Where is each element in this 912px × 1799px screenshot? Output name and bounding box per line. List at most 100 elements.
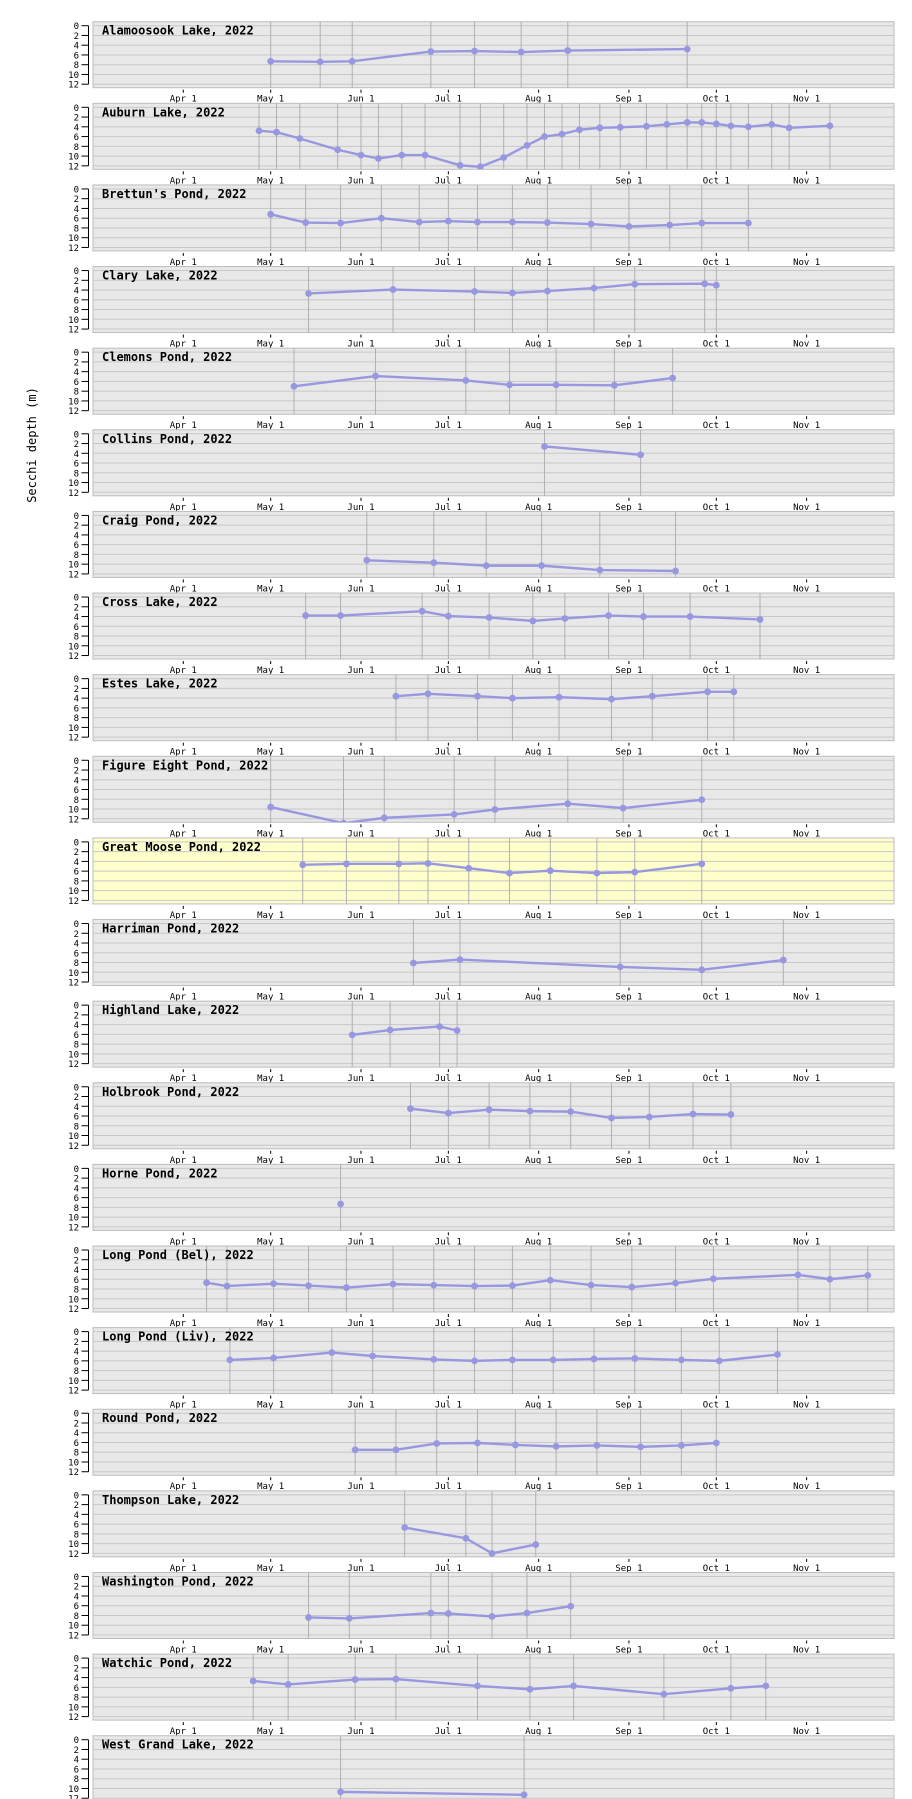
series: [299, 859, 706, 877]
data-point: [538, 562, 545, 570]
data-point: [474, 1682, 481, 1690]
y-tick-label: 4: [74, 1103, 79, 1113]
data-point: [509, 1356, 516, 1364]
x-tick-label: Jun 1: [347, 95, 374, 105]
x-tick-label: Sep 1: [615, 1727, 642, 1737]
data-point: [645, 1113, 653, 1121]
data-point: [474, 1439, 481, 1447]
data-point: [768, 120, 776, 128]
x-tick-label: Jun 1: [347, 911, 374, 921]
data-point: [427, 1609, 435, 1617]
data-point: [424, 859, 432, 867]
panel-title: Long Pond (Bel), 2022: [102, 1248, 254, 1262]
data-point: [226, 1356, 234, 1364]
data-point: [386, 1026, 394, 1034]
x-tick-label: Jul 1: [435, 176, 462, 186]
panel-title: Collins Pond, 2022: [102, 432, 232, 446]
data-point: [299, 861, 307, 869]
x-tick-label: Oct 1: [703, 1727, 730, 1737]
panel-title: Long Pond (Liv), 2022: [102, 1330, 254, 1344]
data-point: [637, 451, 644, 459]
data-point: [267, 57, 275, 65]
x-tick-label: Nov 1: [793, 1401, 820, 1411]
panel-title: Horne Pond, 2022: [102, 1166, 218, 1180]
y-tick-label: 0: [74, 267, 79, 277]
x-tick-label: Jun 1: [347, 176, 374, 186]
x-tick-label: Aug 1: [525, 748, 552, 758]
data-point: [526, 1685, 534, 1693]
y-tick-label: 6: [74, 133, 79, 143]
series-line: [269, 798, 703, 823]
y-tick-label: 6: [74, 460, 79, 470]
data-point: [491, 806, 499, 813]
data-point: [605, 612, 612, 619]
series: [305, 280, 720, 297]
y-tick-label: 2: [74, 32, 79, 42]
x-tick-label: Apr 1: [170, 340, 197, 350]
y-tick-label: 6: [74, 1194, 79, 1204]
panel-title: Harriman Pond, 2022: [102, 922, 239, 936]
data-point: [476, 163, 484, 170]
data-point: [698, 860, 706, 868]
x-tick-label: Aug 1: [525, 584, 552, 594]
data-point: [558, 130, 566, 138]
y-tick-label: 10: [68, 1377, 79, 1387]
y-tick-label: 12: [68, 1468, 79, 1478]
x-tick-label: Oct 1: [703, 503, 730, 513]
y-tick-label: 0: [74, 1491, 79, 1501]
series: [392, 688, 738, 703]
y-tick-label: 0: [74, 104, 79, 114]
y-tick-label: 8: [74, 714, 79, 724]
series: [226, 1349, 781, 1365]
series: [302, 607, 764, 625]
data-point: [564, 800, 572, 808]
x-tick-label: Oct 1: [703, 911, 730, 921]
x-tick-label: May 1: [257, 666, 284, 676]
y-tick-label: 4: [74, 776, 79, 786]
data-point: [337, 219, 344, 227]
x-tick-label: Apr 1: [170, 258, 197, 268]
y-tick-label: 8: [74, 959, 79, 969]
data-point: [348, 1031, 356, 1039]
y-tick-label: 10: [68, 1622, 79, 1632]
series: [351, 1439, 720, 1454]
series-line: [251, 1677, 768, 1696]
x-tick-label: Sep 1: [615, 176, 642, 186]
y-tick-label: 2: [74, 1338, 79, 1348]
y-tick-label: 8: [74, 877, 79, 887]
y-tick-label: 8: [74, 1367, 79, 1377]
x-tick-label: Jul 1: [435, 340, 462, 350]
y-tick-label: 6: [74, 1031, 79, 1041]
data-point: [643, 122, 650, 130]
series: [337, 1200, 344, 1208]
data-point: [596, 566, 604, 574]
x-tick-label: Sep 1: [615, 1156, 642, 1166]
y-tick-label: 0: [74, 594, 79, 604]
x-tick-label: Nov 1: [793, 421, 820, 431]
x-tick-label: May 1: [257, 340, 284, 350]
x-tick-label: Apr 1: [170, 911, 197, 921]
y-tick-label: 12: [68, 1305, 79, 1315]
data-point: [488, 1613, 496, 1620]
data-point: [704, 688, 711, 696]
x-tick-label: May 1: [257, 1727, 284, 1737]
y-tick-label: 2: [74, 358, 79, 368]
x-tick-label: Apr 1: [170, 666, 197, 676]
x-tick-label: Jun 1: [347, 993, 374, 1003]
data-point: [462, 377, 470, 384]
data-point: [351, 1446, 359, 1454]
x-tick-label: Oct 1: [703, 176, 730, 186]
data-point: [570, 1682, 577, 1690]
x-tick-label: Nov 1: [793, 95, 820, 105]
x-tick-label: Sep 1: [615, 1237, 642, 1247]
data-point: [369, 1352, 377, 1360]
data-point: [456, 956, 464, 963]
x-tick-label: May 1: [257, 1074, 284, 1084]
data-point: [389, 1280, 397, 1288]
x-tick-label: Aug 1: [525, 1156, 552, 1166]
data-point: [698, 966, 706, 974]
data-point: [471, 1282, 478, 1290]
panel-title: Round Pond, 2022: [102, 1411, 218, 1425]
y-tick-label: 12: [68, 979, 79, 989]
